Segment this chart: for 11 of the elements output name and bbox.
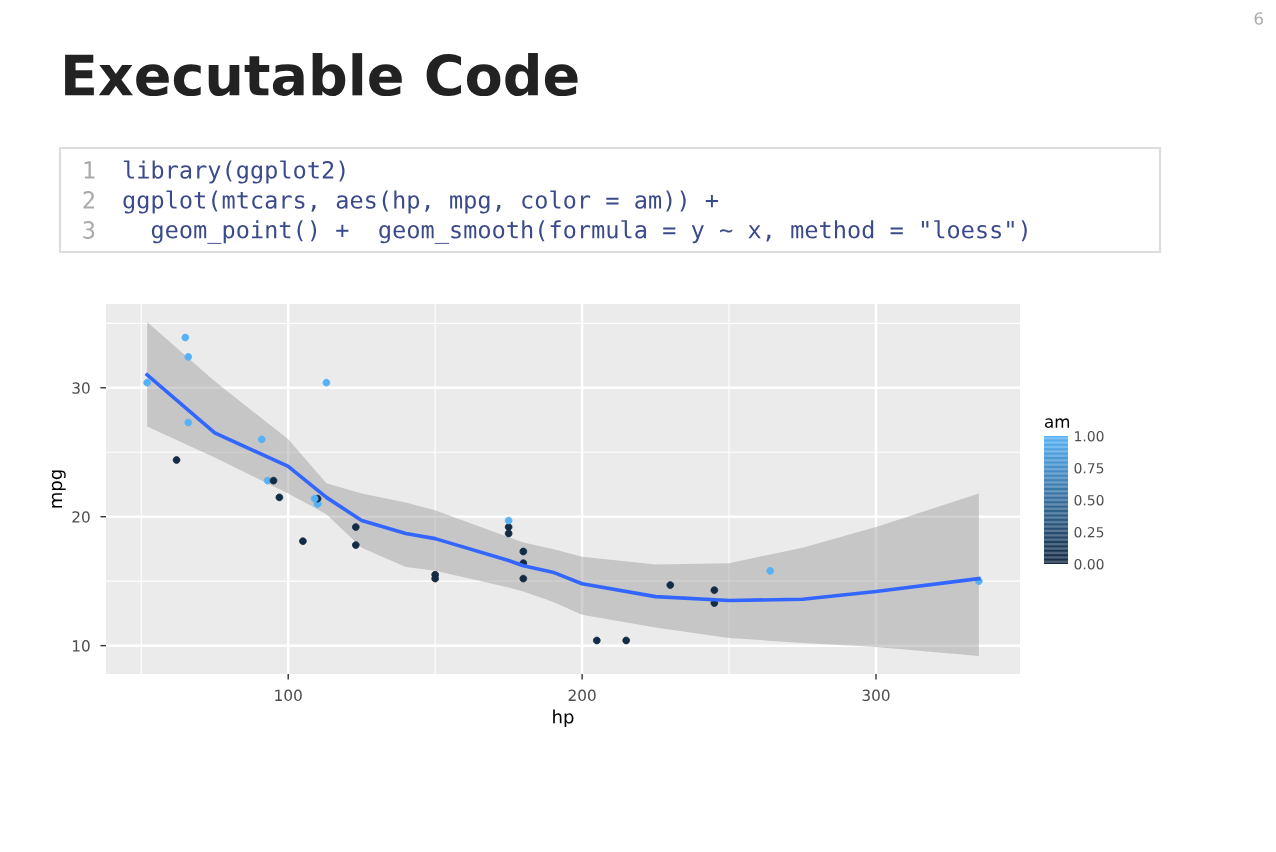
- text: 3: [83, 221, 95, 239]
- y-axis-title: mpg: [51, 470, 66, 508]
- chart-title: Executable Code: [65, 53, 578, 97]
- text: 2: [83, 191, 94, 209]
- x-axis-title: hp: [553, 709, 574, 728]
- text: ggplot(mtcars, aes(hp, mpg, color = am)) +: [123, 190, 719, 214]
- text: 6: [1254, 12, 1263, 25]
- text: geom_point() + geom_smooth(formula = y ~ x, method = "loess"): [151, 220, 1027, 244]
- text: 1: [84, 161, 95, 179]
- color-bar-title: am: [1045, 418, 1070, 428]
- text: library(ggplot2): [123, 160, 345, 184]
